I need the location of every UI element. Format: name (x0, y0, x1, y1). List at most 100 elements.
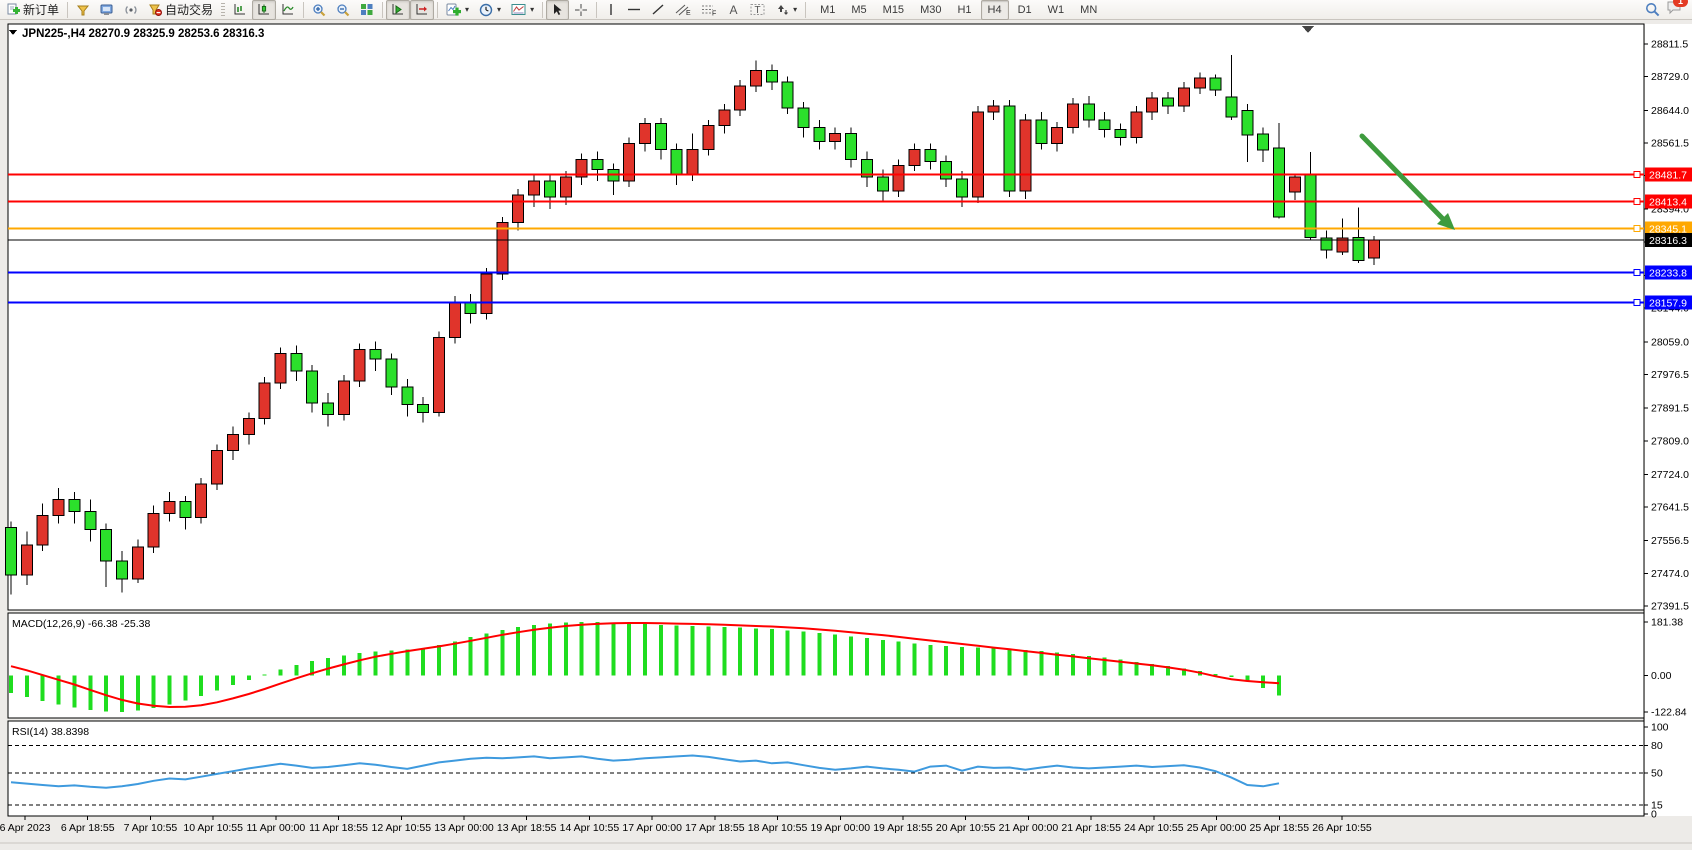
divider (805, 1, 807, 18)
text-label-tool[interactable]: T (745, 0, 770, 20)
timeframe-m30[interactable]: M30 (920, 3, 942, 16)
candle-body (749, 69, 762, 87)
chart-shift-marker[interactable] (1302, 26, 1314, 33)
candle-body (84, 511, 97, 530)
price-tick-label: 27724.0 (1651, 469, 1689, 481)
candlestick-chart-icon (258, 4, 270, 15)
time-tick-label: 18 Apr 10:55 (748, 822, 808, 834)
candle-body (908, 148, 921, 166)
timeframe-m15[interactable]: M15 (882, 3, 905, 16)
horizontal-line-tool[interactable] (622, 0, 646, 20)
zoom-in-button[interactable] (307, 0, 331, 20)
candle-body (274, 352, 287, 384)
candle-body (115, 560, 128, 580)
macd-header: MACD(12,26,9) -66.38 -25.38 (12, 618, 150, 630)
candle-body (369, 348, 382, 360)
indicators-icon (446, 3, 462, 16)
toolbar-drag-handle[interactable] (221, 2, 226, 17)
candle-body (702, 125, 715, 150)
cursor-button[interactable] (546, 0, 570, 20)
candle-body (1098, 119, 1111, 131)
line-chart-button[interactable] (276, 0, 300, 20)
chart-title: JPN225-,H4 28270.9 28325.9 28253.6 28316… (22, 28, 264, 40)
auto-trading-button[interactable]: 自动交易 (143, 0, 218, 20)
timeframe-h1[interactable]: H1 (957, 3, 972, 16)
text-tool[interactable]: A (722, 0, 745, 20)
crosshair-button[interactable] (569, 0, 593, 20)
time-tick-label: 7 Apr 10:55 (124, 822, 178, 834)
timeframe-m1[interactable]: M1 (820, 3, 836, 16)
main-pane-background[interactable] (7, 23, 1645, 611)
auto-scroll-button[interactable] (386, 0, 411, 20)
candle-body (813, 127, 826, 143)
candle-body (940, 160, 953, 180)
market-watch-button[interactable] (95, 0, 119, 20)
indicators-button[interactable]: ▾ (441, 0, 474, 20)
candle-body (734, 85, 747, 111)
rsi-pane (8, 744, 1644, 806)
arrows-tool[interactable]: ▾ (770, 0, 802, 20)
chart-shift-button[interactable] (410, 0, 435, 20)
candle-body (1241, 109, 1254, 136)
candle-body (1177, 87, 1190, 107)
vertical-line-tool[interactable] (600, 0, 622, 20)
price-tick-label: 27391.5 (1651, 600, 1689, 612)
candlestick-chart-button[interactable] (252, 0, 277, 20)
timeframe-d1[interactable]: D1 (1017, 3, 1032, 16)
text-icon: A (730, 3, 738, 16)
time-tick-label: 17 Apr 18:55 (685, 822, 745, 834)
tile-windows-button[interactable] (355, 0, 379, 20)
svg-text:E: E (686, 10, 691, 16)
candle-body (1209, 77, 1222, 91)
trend-arrow-shaft[interactable] (1359, 133, 1447, 223)
trend-arrow-head[interactable] (1437, 213, 1455, 230)
search-icon[interactable] (1645, 2, 1660, 17)
bar-chart-button[interactable] (228, 0, 252, 20)
fibonacci-tool[interactable]: F (696, 0, 722, 20)
zoom-in-icon (313, 3, 326, 16)
svg-text:T: T (755, 5, 761, 16)
timeframe-h4[interactable]: H4 (980, 0, 1009, 20)
price-scale-background[interactable] (1645, 24, 1692, 816)
notifications-button[interactable]: 1 (1666, 0, 1688, 20)
hline-anchor[interactable] (1633, 299, 1641, 307)
hline-anchor[interactable] (1633, 225, 1641, 233)
candle-body (242, 418, 255, 435)
candle-body (306, 370, 319, 404)
timeframe-mn[interactable]: MN (1080, 3, 1098, 16)
hline-anchor[interactable] (1633, 269, 1641, 277)
timeframe-w1[interactable]: W1 (1047, 3, 1065, 16)
hline-anchor[interactable] (1633, 198, 1641, 206)
price-axis[interactable]: 28811.528729.028644.028561.528479.028394… (1644, 39, 1692, 821)
dropdown-arrow-icon: ▾ (497, 5, 502, 14)
hline-anchor[interactable] (1633, 171, 1641, 179)
new-order-button[interactable]: 新订单 (2, 0, 64, 20)
candle-body (1225, 96, 1238, 118)
channel-tool[interactable]: E (670, 0, 696, 20)
candle-body (163, 501, 176, 515)
time-tick-label: 11 Apr 18:55 (309, 822, 368, 834)
time-axis[interactable]: 6 Apr 2023 6 Apr 18:55 7 Apr 10:55 10 Apr 1… (0, 816, 1372, 834)
symbol-dropdown-icon[interactable] (9, 30, 17, 35)
candle-body (1352, 236, 1365, 261)
candle-body (1320, 237, 1333, 251)
candle-body (971, 111, 984, 198)
macd-pane-background[interactable] (7, 612, 1645, 719)
timeframe-m5[interactable]: M5 (851, 3, 867, 16)
horizontal-levels[interactable] (8, 171, 1644, 307)
candle-body (52, 499, 65, 517)
periods-button[interactable]: ▾ (474, 0, 506, 20)
trendline-tool[interactable] (646, 0, 670, 20)
candle-body (1066, 103, 1079, 129)
signal-button[interactable] (119, 0, 143, 20)
zoom-out-button[interactable] (331, 0, 355, 20)
horizontal-line-icon (628, 8, 641, 11)
zoom-out-icon (337, 3, 350, 16)
funnel-icon (76, 5, 90, 16)
templates-button[interactable]: ▾ (506, 0, 539, 20)
candle-body (1003, 105, 1016, 192)
candle-body (258, 382, 271, 420)
funnel-button[interactable] (71, 0, 95, 20)
divider (67, 1, 69, 18)
